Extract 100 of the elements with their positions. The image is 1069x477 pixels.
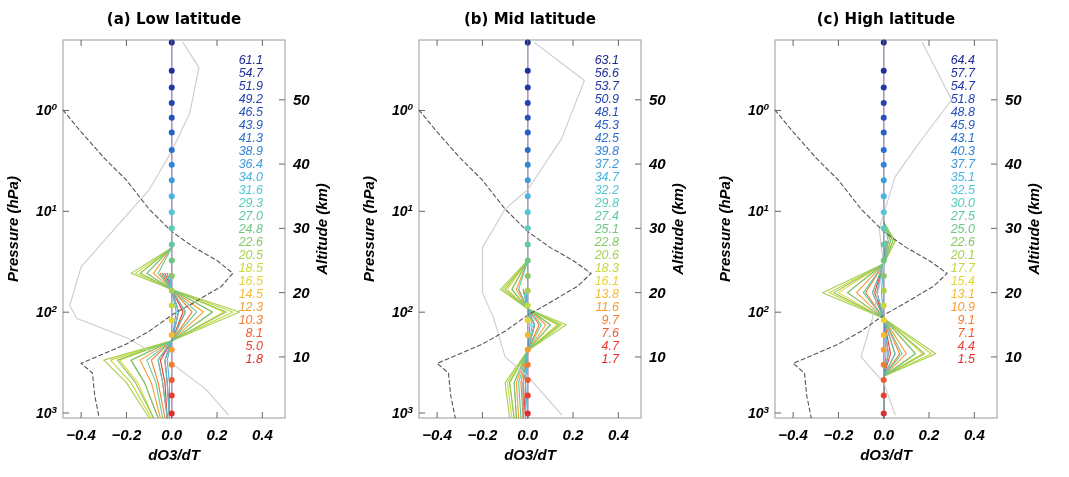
x-tick-label: 0.0	[873, 426, 895, 443]
text: 27.4	[593, 209, 620, 223]
x-tick-label: −0.4	[778, 426, 809, 443]
text: 14.5	[238, 287, 264, 301]
text: 7.1	[957, 326, 975, 340]
legend-label: 54.7	[238, 66, 265, 80]
y-tick-label: 10$^{3}$	[747, 403, 770, 422]
y-tick-label: 10$^{0}$	[391, 100, 414, 119]
text: 5.0	[245, 339, 264, 353]
chart-title: (a) Low latitude	[106, 10, 242, 28]
text: 29.3	[237, 196, 264, 210]
legend-label: 56.6	[594, 66, 620, 80]
legend-label: 45.3	[594, 118, 620, 132]
x-tick-label: 0.2	[206, 426, 229, 443]
legend-label: 57.7	[950, 66, 977, 80]
x-tick-label: −0.2	[823, 426, 854, 443]
legend-label: 51.9	[238, 79, 264, 93]
legend-label: 43.1	[950, 131, 975, 145]
x-tick-label: 0.4	[963, 426, 986, 443]
y-tick-label: 10$^{2}$	[747, 302, 770, 321]
legend-label: 43.9	[238, 118, 264, 132]
x-tick-label: 0.2	[562, 426, 585, 443]
text: 18.5	[238, 261, 264, 275]
x-tick-label: 0.0	[161, 426, 183, 443]
legend-label: 37.2	[594, 157, 620, 171]
text: 13.8	[594, 287, 620, 301]
chart-title: (c) High latitude	[816, 10, 956, 28]
y2-axis-title: Altitude (km)	[1025, 183, 1042, 276]
text: 9.7	[601, 313, 621, 327]
legend-label: 36.4	[238, 157, 264, 171]
text: 30.0	[950, 196, 976, 210]
text: 1.7	[601, 352, 621, 366]
text: 17.7	[950, 261, 977, 275]
x-tick-label: −0.4	[66, 426, 97, 443]
x-tick-label: 0.0	[517, 426, 539, 443]
y2-tick-label: 40	[1004, 155, 1023, 173]
text: 20.1	[949, 248, 975, 262]
text: 12.3	[238, 300, 264, 314]
text: 1.8	[245, 352, 264, 366]
x-axis-title: dO3/dT	[148, 446, 202, 463]
y-tick-label: 10$^{3}$	[35, 403, 58, 422]
y2-axis-title: Altitude (km)	[313, 183, 330, 276]
text: 7.6	[601, 326, 620, 340]
y2-tick-label: 10	[293, 347, 311, 365]
y-tick-label: 10$^{0}$	[747, 100, 770, 119]
y2-tick-label: 40	[292, 155, 311, 173]
x-tick-label: 0.4	[607, 426, 630, 443]
legend-label: 42.5	[594, 131, 620, 145]
legend-label: 45.9	[950, 118, 976, 132]
text: 35.1	[950, 170, 975, 184]
text: 34.0	[238, 170, 264, 184]
text: 16.5	[238, 274, 264, 288]
y2-tick-label: 10	[1005, 347, 1023, 365]
text: 27.0	[237, 209, 264, 223]
text: 20.6	[593, 248, 620, 262]
legend-label: 37.7	[950, 157, 977, 171]
text: 22.8	[593, 235, 620, 249]
text: 9.1	[957, 313, 975, 327]
legend-label: 48.8	[950, 105, 976, 119]
x-tick-label: −0.4	[422, 426, 453, 443]
text: 4.7	[601, 339, 621, 353]
text: 1.5	[957, 352, 976, 366]
x-tick-label: 0.2	[918, 426, 941, 443]
y-axis-title: Pressure (hPa)	[4, 176, 21, 282]
legend-label: 50.9	[594, 92, 620, 106]
text: 10.3	[238, 313, 264, 327]
legend-label: 39.8	[594, 144, 620, 158]
x-tick-label: −0.2	[467, 426, 498, 443]
legend-label: 49.2	[238, 92, 264, 106]
text: 8.1	[245, 326, 263, 340]
y2-tick-label: 50	[1005, 90, 1023, 108]
y2-tick-label: 50	[293, 90, 311, 108]
y-tick-label: 10$^{2}$	[391, 302, 414, 321]
text: 31.6	[238, 183, 264, 197]
text: 10.9	[950, 300, 976, 314]
y2-tick-label: 20	[648, 283, 667, 301]
y-tick-label: 10$^{0}$	[35, 100, 58, 119]
text: 15.4	[950, 274, 976, 288]
legend-label: 54.7	[950, 79, 977, 93]
text: 27.5	[949, 209, 976, 223]
x-axis-title: dO3/dT	[860, 446, 914, 463]
legend-label: 48.1	[594, 105, 619, 119]
y2-tick-label: 10	[649, 347, 667, 365]
text: 25.0	[949, 222, 976, 236]
y2-tick-label: 40	[648, 155, 667, 173]
text: 18.3	[594, 261, 620, 275]
text: 32.2	[594, 183, 620, 197]
x-axis-title: dO3/dT	[504, 446, 558, 463]
legend-label: 38.9	[238, 144, 264, 158]
text: 16.1	[594, 274, 619, 288]
y-tick-label: 10$^{1}$	[747, 201, 769, 220]
y2-tick-label: 50	[649, 90, 667, 108]
y2-tick-label: 20	[1004, 283, 1023, 301]
text: 22.6	[237, 235, 264, 249]
text: 63.1	[594, 53, 619, 67]
text: 13.1	[950, 287, 975, 301]
text: 22.6	[949, 235, 976, 249]
y2-tick-label: 20	[292, 283, 311, 301]
legend-label: 53.7	[594, 79, 621, 93]
text: 25.1	[593, 222, 619, 236]
